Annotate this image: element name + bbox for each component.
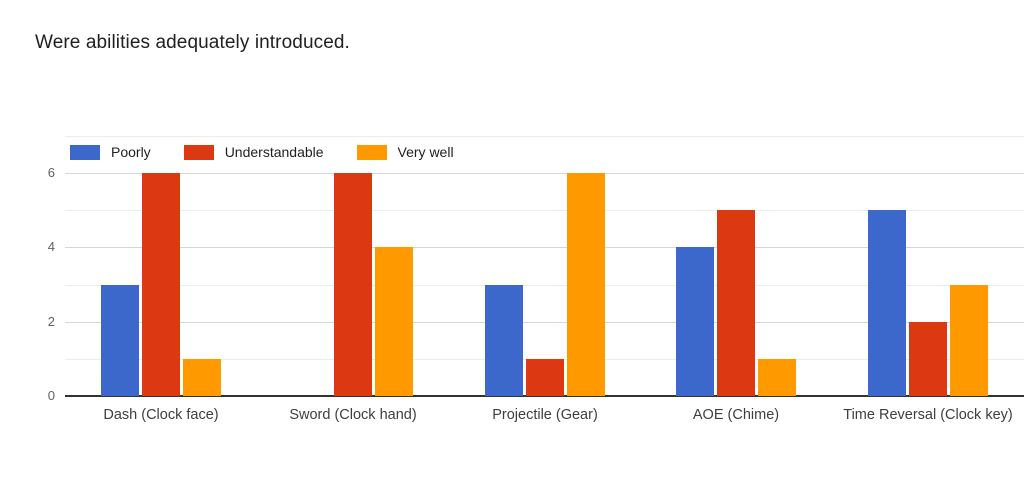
x-axis-baseline <box>65 395 1024 397</box>
x-category-label-sword-clock-hand: Sword (Clock hand) <box>289 407 417 423</box>
bar-very-well-time-reversal-clock-key <box>950 285 988 396</box>
legend-item-very-well: Very well <box>356 144 454 160</box>
major-gridline-2 <box>65 322 1024 323</box>
minor-gridline-7 <box>65 136 1024 137</box>
legend-label-understandable: Understandable <box>224 144 324 160</box>
minor-gridline-3 <box>65 285 1024 286</box>
legend-item-poorly: Poorly <box>70 144 151 160</box>
legend-swatch-understandable <box>183 144 214 160</box>
major-gridline-6 <box>65 173 1024 174</box>
plot-area <box>65 136 1024 397</box>
x-category-label-dash-clock-face: Dash (Clock face) <box>103 407 219 423</box>
x-category-label-projectile-gear: Projectile (Gear) <box>492 407 598 423</box>
bar-understandable-aoe-chime <box>717 210 755 396</box>
chart-legend: Poorly Understandable Very well <box>70 144 454 160</box>
y-tick-label-4: 4 <box>47 239 55 254</box>
legend-item-understandable: Understandable <box>183 144 324 160</box>
y-tick-label-6: 6 <box>47 165 55 180</box>
bar-very-well-projectile-gear <box>567 173 605 396</box>
bar-poorly-aoe-chime <box>676 247 714 396</box>
legend-swatch-poorly <box>70 144 100 160</box>
bar-poorly-projectile-gear <box>485 285 523 396</box>
y-tick-label-2: 2 <box>47 314 55 329</box>
bar-poorly-dash-clock-face <box>101 285 139 396</box>
bar-poorly-time-reversal-clock-key <box>868 210 906 396</box>
legend-label-very-well: Very well <box>397 144 454 160</box>
bar-very-well-aoe-chime <box>758 359 796 396</box>
bar-understandable-sword-clock-hand <box>334 173 372 396</box>
chart-title: Were abilities adequately introduced. <box>35 32 350 53</box>
major-gridline-4 <box>65 247 1024 248</box>
bar-very-well-sword-clock-hand <box>375 247 413 396</box>
legend-label-poorly: Poorly <box>111 144 151 160</box>
bar-understandable-projectile-gear <box>526 359 564 396</box>
legend-swatch-very-well <box>356 144 387 160</box>
bar-understandable-time-reversal-clock-key <box>909 322 947 396</box>
bar-understandable-dash-clock-face <box>142 173 180 396</box>
x-category-label-aoe-chime: AOE (Chime) <box>692 407 780 423</box>
minor-gridline-5 <box>65 210 1024 211</box>
bar-very-well-dash-clock-face <box>183 359 221 396</box>
y-tick-label-0: 0 <box>47 388 55 403</box>
x-category-label-time-reversal-clock-key: Time Reversal (Clock key) <box>843 407 1013 423</box>
